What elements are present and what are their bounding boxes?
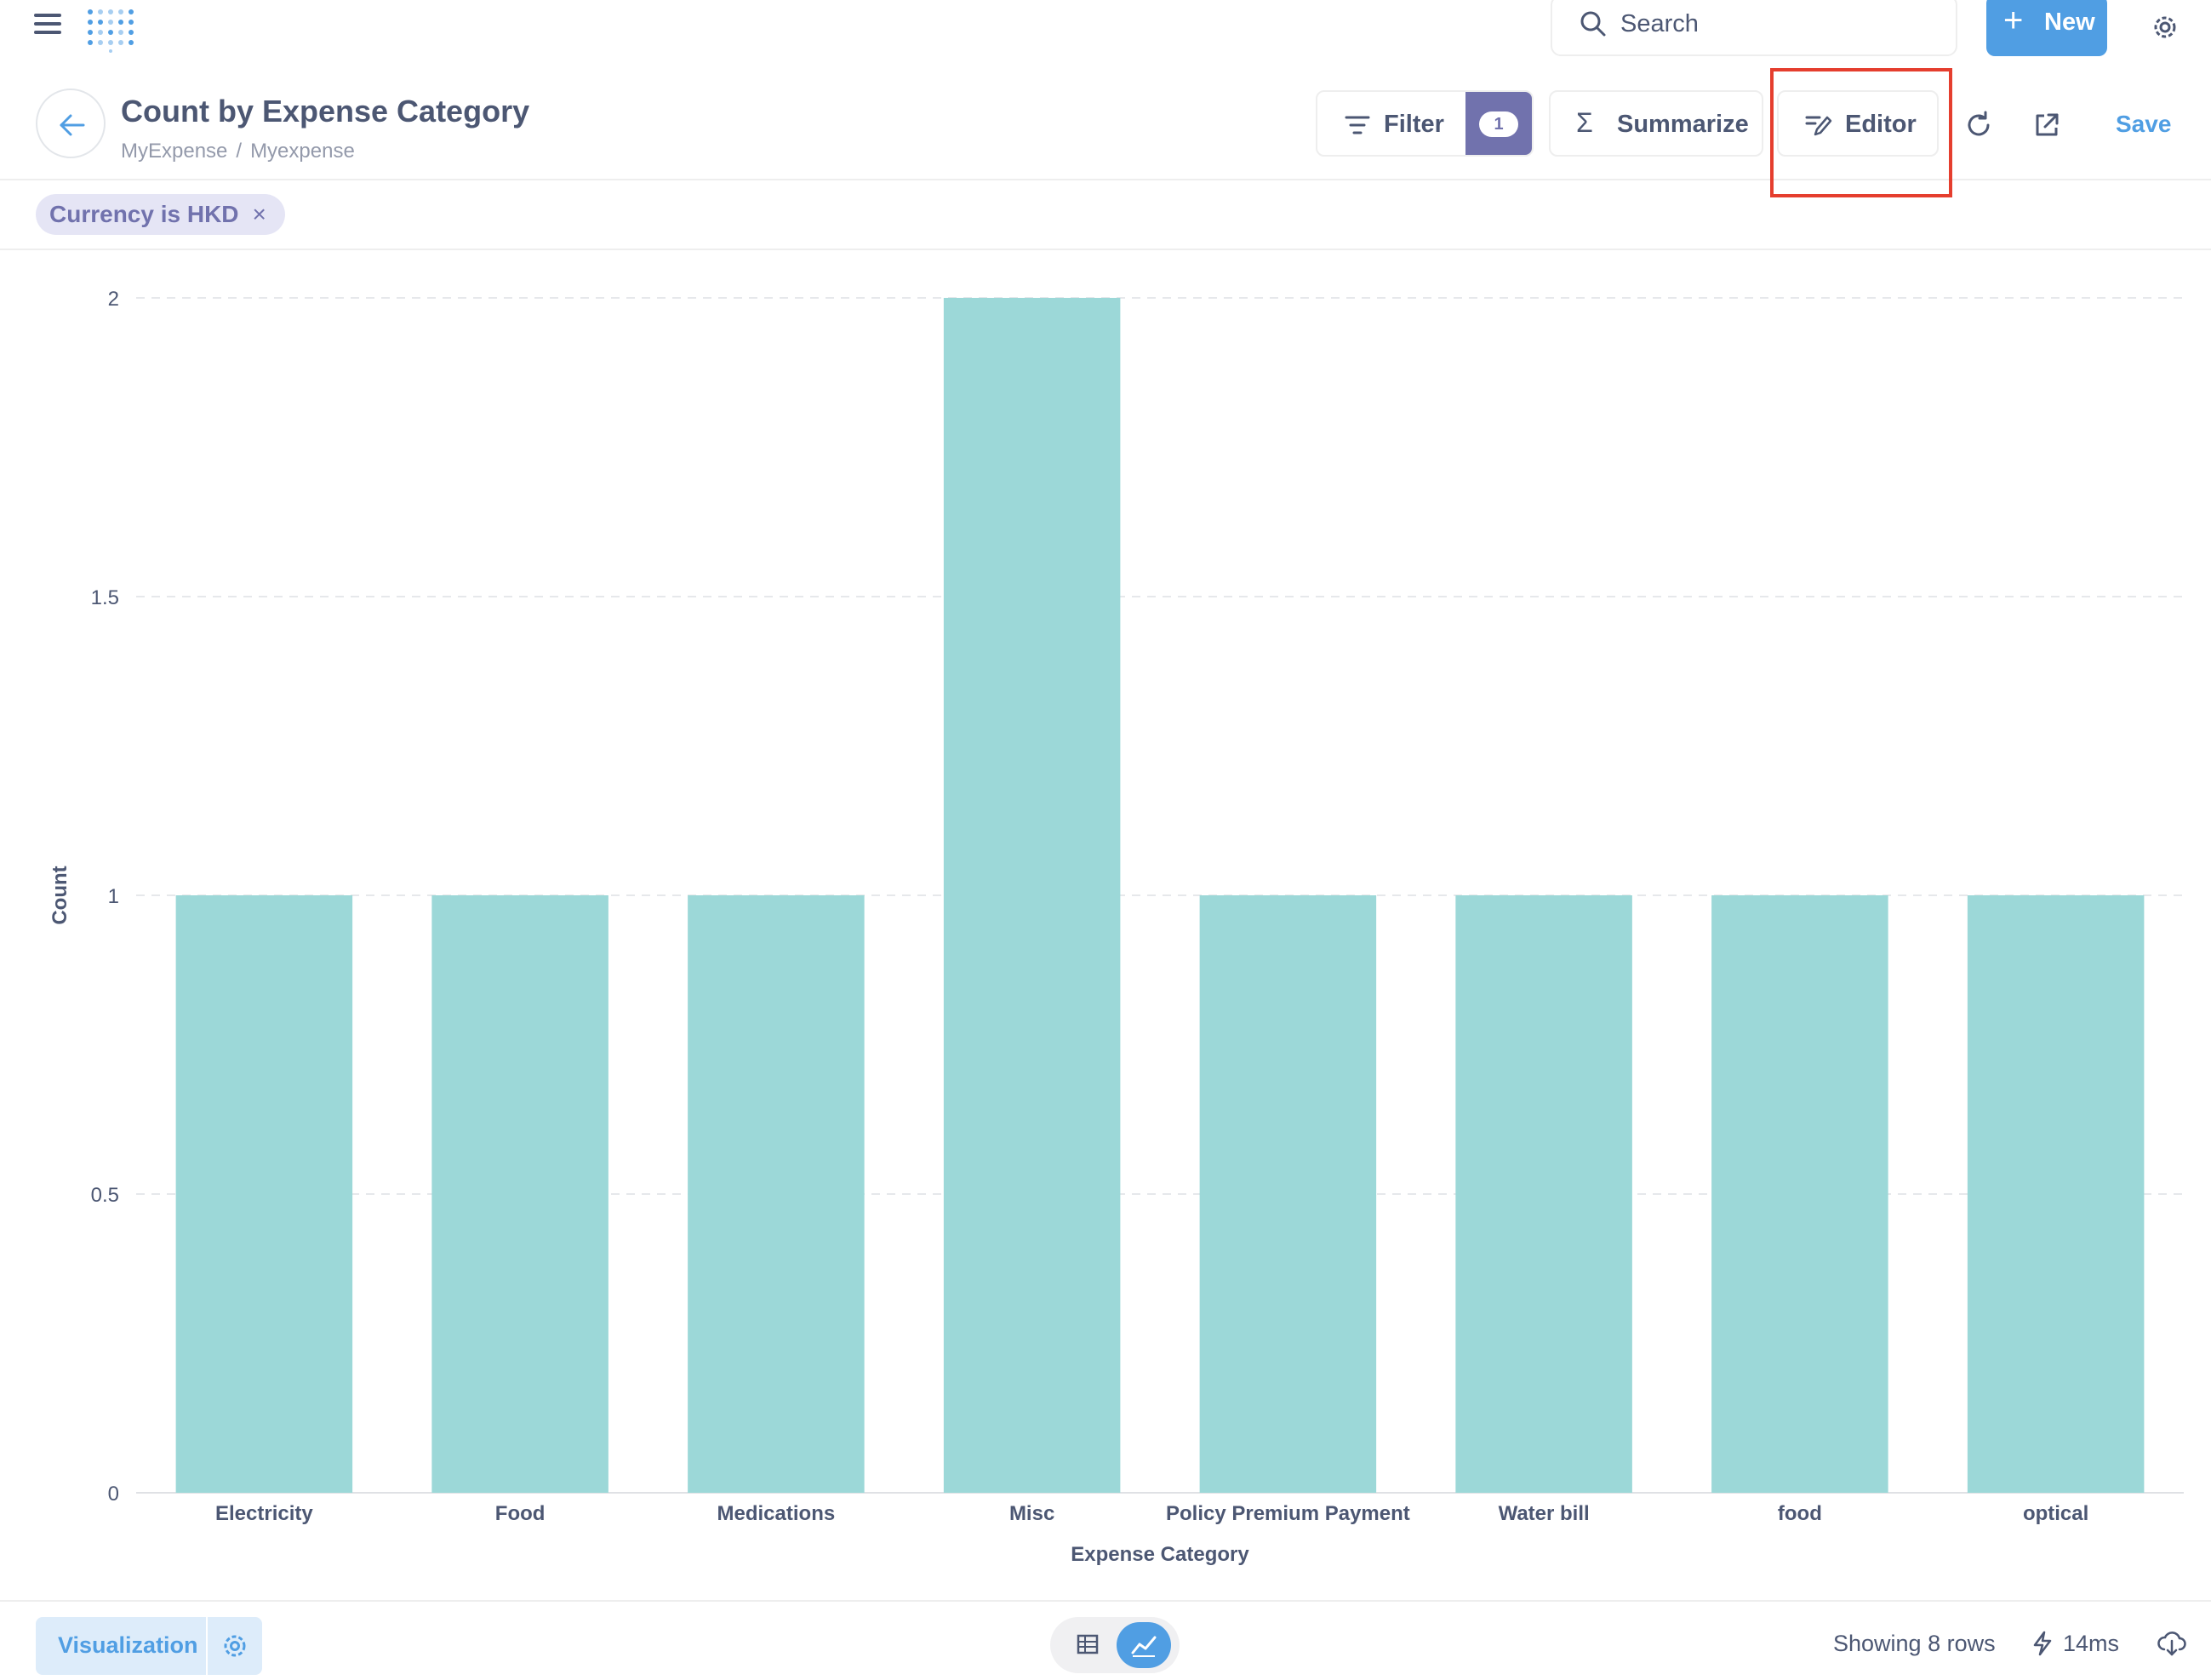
back-button[interactable] — [36, 89, 106, 158]
bar-chart: 0 0.5 1 1.5 2 Electricity Food Medications Misc P… — [49, 288, 2184, 1566]
new-button[interactable]: + New — [1986, 0, 2107, 56]
sigma-icon: Σ — [1576, 107, 1593, 138]
open-external-icon[interactable] — [2032, 111, 2061, 140]
filter-count-value: 1 — [1479, 111, 1518, 137]
bar — [175, 895, 353, 1493]
gear-icon — [224, 1635, 246, 1657]
x-tick-label: food — [1778, 1502, 1822, 1525]
visualization-button[interactable]: Visualization — [36, 1617, 206, 1675]
x-tick-label: Water bill — [1499, 1502, 1590, 1525]
breadcrumb-separator: / — [236, 140, 243, 163]
x-tick-label: Misc — [1009, 1502, 1054, 1525]
close-icon[interactable]: × — [252, 201, 266, 227]
x-tick-label: Food — [495, 1502, 546, 1525]
table-icon[interactable] — [1076, 1632, 1100, 1656]
search-input[interactable]: Search — [1551, 0, 1957, 56]
chart-area: 0 0.5 1 1.5 2 Electricity Food Medications Misc P… — [0, 252, 2211, 1597]
y-tick-label: 0 — [108, 1483, 119, 1506]
footer-bar: Visualization Showing 8 rows 14ms — [0, 1600, 2211, 1680]
summarize-button-label: Summarize — [1617, 111, 1749, 138]
editor-button-label: Editor — [1845, 111, 1917, 138]
bar — [1455, 895, 1632, 1493]
x-tick-label: Medications — [717, 1502, 836, 1525]
editor-highlight-box — [1770, 68, 1952, 197]
search-placeholder: Search — [1620, 10, 1699, 37]
gear-icon[interactable] — [2150, 12, 2180, 43]
y-tick-label: 2 — [108, 288, 119, 311]
breadcrumb-item[interactable]: Myexpense — [250, 140, 355, 163]
arrow-left-icon — [60, 114, 85, 136]
breadcrumb-item[interactable]: MyExpense — [121, 140, 228, 163]
query-time-text: 14ms — [2063, 1631, 2120, 1656]
filter-icon — [1345, 116, 1370, 134]
question-header: Count by Expense Category MyExpense / Myex… — [0, 77, 2211, 180]
filter-pill-label: Currency is HKD — [49, 201, 239, 227]
plus-icon: + — [2003, 2, 2024, 39]
bar — [1199, 895, 1377, 1493]
search-icon — [1580, 11, 1606, 37]
notebook-edit-icon — [1805, 116, 1832, 136]
bar — [688, 895, 865, 1493]
filter-button[interactable]: Filter 1 — [1316, 90, 1534, 157]
view-toggle — [1050, 1617, 1180, 1673]
breadcrumb: MyExpense / Myexpense — [121, 140, 355, 163]
y-axis-label: Count — [49, 866, 71, 924]
save-button[interactable]: Save — [2116, 111, 2172, 137]
bar — [1967, 895, 2145, 1493]
page-title: Count by Expense Category — [121, 94, 530, 129]
chart-view-button[interactable] — [1117, 1622, 1171, 1668]
menu-icon[interactable] — [34, 14, 61, 37]
new-button-label: New — [2044, 9, 2095, 36]
metabase-logo-icon[interactable] — [85, 3, 134, 53]
visualization-button-label: Visualization — [58, 1632, 198, 1658]
x-tick-label: Electricity — [215, 1502, 313, 1525]
visualization-settings-button[interactable] — [208, 1617, 262, 1675]
filter-count-badge[interactable]: 1 — [1465, 92, 1532, 155]
line-chart-icon — [1131, 1636, 1157, 1657]
filter-button-label: Filter — [1384, 111, 1444, 138]
row-count-text: Showing 8 rows — [1833, 1631, 1996, 1656]
summarize-button[interactable]: Σ Summarize — [1549, 90, 1763, 157]
bar — [943, 298, 1121, 1493]
editor-button[interactable]: Editor — [1777, 90, 1939, 157]
bolt-icon — [2033, 1631, 2052, 1656]
x-tick-label: optical — [2023, 1502, 2088, 1525]
x-tick-label: Policy Premium Payment — [1166, 1502, 1410, 1525]
x-axis-label: Expense Category — [1071, 1543, 1249, 1566]
top-nav: Search + New — [0, 0, 2211, 68]
filter-pill[interactable]: Currency is HKD × — [36, 194, 285, 235]
bar — [431, 895, 608, 1493]
y-tick-label: 1 — [108, 885, 119, 908]
bar — [1711, 895, 1888, 1493]
download-icon[interactable] — [2157, 1629, 2187, 1658]
refresh-icon[interactable] — [1964, 111, 1993, 140]
y-tick-label: 1.5 — [91, 586, 119, 609]
y-tick-label: 0.5 — [91, 1184, 119, 1207]
filter-pill-row: Currency is HKD × — [0, 180, 2211, 250]
